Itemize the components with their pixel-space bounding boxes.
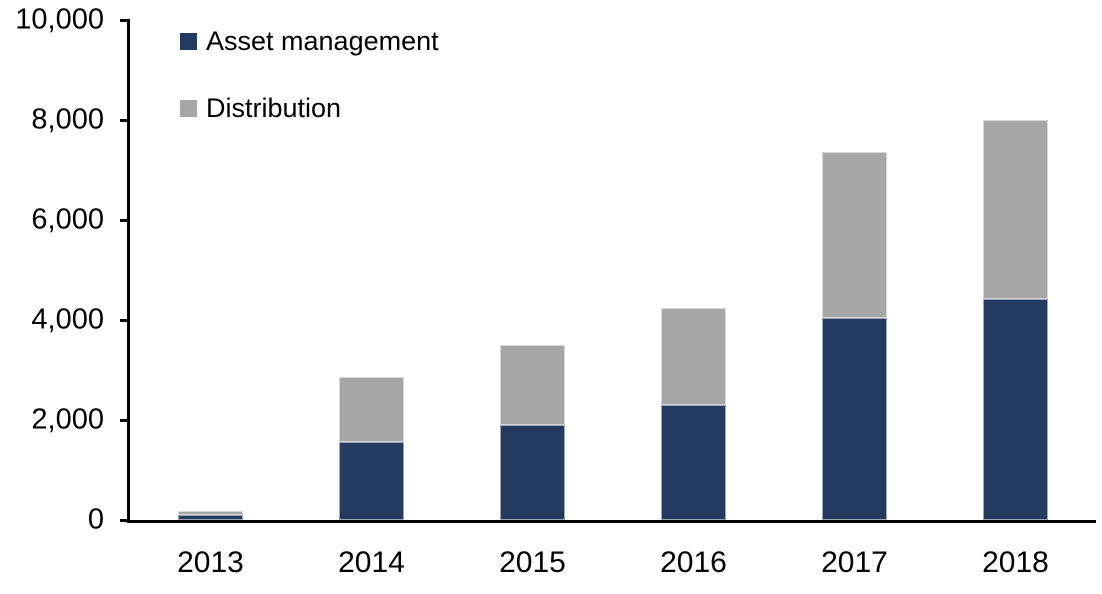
x-axis-label-2013: 2013 xyxy=(177,546,244,579)
legend-item-distribution: Distribution xyxy=(180,91,439,126)
y-axis-tick-label: 6,000 xyxy=(31,203,104,236)
x-axis-label-2014: 2014 xyxy=(338,546,405,579)
bar-slot-2015 xyxy=(452,20,613,520)
bar-segment-distribution-2014 xyxy=(339,377,404,442)
x-axis-label-2016: 2016 xyxy=(660,546,727,579)
y-axis-tick xyxy=(120,218,130,222)
bar-slot-2018 xyxy=(935,20,1096,520)
y-axis-tick xyxy=(120,118,130,122)
y-axis-tick-label: 2,000 xyxy=(31,403,104,436)
bar-slot-2016 xyxy=(613,20,774,520)
bar-segment-asset-management-2014 xyxy=(339,442,404,520)
y-axis-tick-label: 0 xyxy=(87,503,104,536)
legend-swatch-icon xyxy=(180,33,197,50)
legend-label: Distribution xyxy=(206,93,342,123)
bar-segment-asset-management-2017 xyxy=(822,317,887,520)
legend-label: Asset management xyxy=(206,26,439,56)
y-axis-tick xyxy=(120,418,130,422)
bar-segment-distribution-2013 xyxy=(178,510,243,515)
bar-segment-distribution-2015 xyxy=(500,345,565,425)
bar-slot-2017 xyxy=(774,20,935,520)
y-axis-tick-label: 8,000 xyxy=(31,103,104,136)
chart-legend: Asset management Distribution xyxy=(180,24,439,158)
bar-segment-asset-management-2018 xyxy=(983,299,1048,520)
bar-segment-asset-management-2013 xyxy=(178,515,243,520)
plot-area xyxy=(127,20,1096,523)
y-axis-tick xyxy=(120,318,130,322)
stacked-bar-2016 xyxy=(661,308,726,520)
x-axis-label-2015: 2015 xyxy=(499,546,566,579)
stacked-bar-2015 xyxy=(500,345,565,520)
bar-segment-asset-management-2015 xyxy=(500,425,565,520)
bar-slot-2014 xyxy=(291,20,452,520)
bar-segment-distribution-2016 xyxy=(661,308,726,405)
bar-slot-2013 xyxy=(130,20,291,520)
y-axis-tick xyxy=(120,518,130,522)
y-axis-tick-label: 4,000 xyxy=(31,303,104,336)
stacked-bar-2013 xyxy=(178,510,243,520)
stacked-bar-2017 xyxy=(822,151,887,520)
legend-item-asset-management: Asset management xyxy=(180,24,439,59)
x-axis-label-2017: 2017 xyxy=(821,546,888,579)
stacked-bar-2014 xyxy=(339,377,404,520)
bar-segment-distribution-2018 xyxy=(983,120,1048,299)
legend-swatch-icon xyxy=(180,100,197,117)
bar-segment-asset-management-2016 xyxy=(661,404,726,520)
x-axis-label-2018: 2018 xyxy=(982,546,1049,579)
y-axis-tick xyxy=(120,18,130,22)
y-axis-tick-label: 10,000 xyxy=(15,3,104,36)
bar-segment-distribution-2017 xyxy=(822,151,887,318)
stacked-bar-2018 xyxy=(983,120,1048,520)
